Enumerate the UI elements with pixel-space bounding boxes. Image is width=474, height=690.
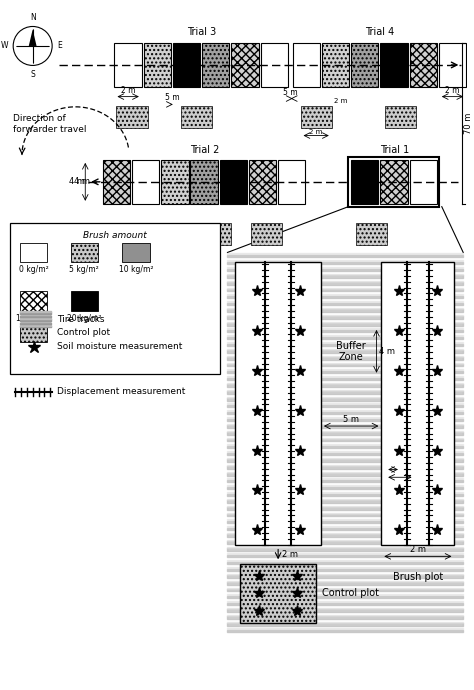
Bar: [112, 224, 144, 245]
Bar: [381, 160, 408, 204]
Bar: [385, 106, 417, 128]
Bar: [381, 43, 408, 87]
Bar: [132, 160, 159, 204]
Text: 70 m: 70 m: [464, 112, 473, 134]
Text: Soil moisture measurement: Soil moisture measurement: [57, 342, 182, 351]
Bar: [249, 160, 276, 204]
Bar: [117, 106, 147, 128]
Text: Trial 4: Trial 4: [365, 27, 394, 37]
Bar: [202, 43, 229, 87]
Bar: [261, 43, 288, 87]
Text: 5 m: 5 m: [343, 415, 359, 424]
Text: S: S: [30, 70, 35, 79]
Text: 4 m: 4 m: [69, 177, 85, 186]
Text: 5 kg/m²: 5 kg/m²: [69, 265, 99, 274]
Bar: [351, 160, 378, 204]
Text: W: W: [1, 41, 9, 50]
Bar: [439, 43, 466, 87]
Bar: [20, 291, 47, 311]
Bar: [144, 43, 171, 87]
Bar: [301, 106, 332, 128]
Text: 15 kg/m²: 15 kg/m²: [17, 314, 51, 323]
Text: Trial 3: Trial 3: [187, 27, 216, 37]
Bar: [348, 157, 439, 207]
Bar: [200, 224, 231, 245]
Text: 4 m: 4 m: [73, 177, 90, 186]
Bar: [410, 43, 437, 87]
Bar: [382, 262, 455, 544]
Text: 2 m: 2 m: [121, 86, 136, 95]
Text: Buffer
Zone: Buffer Zone: [337, 341, 366, 362]
Bar: [351, 43, 378, 87]
Text: Tire tracks: Tire tracks: [57, 315, 105, 324]
Text: 2 m: 2 m: [282, 550, 298, 559]
Bar: [240, 564, 316, 622]
Text: 10 kg/m²: 10 kg/m²: [118, 265, 153, 274]
Text: Direction of
forwarder travel: Direction of forwarder travel: [13, 114, 87, 134]
Text: Control plot: Control plot: [57, 328, 110, 337]
Text: Brush plot: Brush plot: [393, 572, 443, 582]
Bar: [219, 160, 247, 204]
Bar: [71, 243, 98, 262]
Bar: [161, 160, 189, 204]
Bar: [10, 224, 219, 374]
Text: Brush amount: Brush amount: [83, 231, 147, 240]
Text: Trial 2: Trial 2: [191, 145, 220, 155]
Text: Trial 1: Trial 1: [381, 145, 410, 155]
Bar: [191, 160, 218, 204]
Bar: [173, 43, 200, 87]
Bar: [322, 43, 349, 87]
Bar: [20, 323, 47, 342]
Text: Displacement measurement: Displacement measurement: [57, 387, 185, 396]
Bar: [235, 262, 321, 544]
Text: N: N: [30, 12, 36, 21]
Bar: [115, 43, 142, 87]
Bar: [71, 291, 98, 311]
Bar: [20, 243, 47, 262]
Text: 20 kg/m²: 20 kg/m²: [67, 314, 101, 323]
Bar: [103, 160, 130, 204]
Bar: [181, 106, 212, 128]
Text: 0.5 m: 0.5 m: [383, 466, 403, 471]
Text: 2 m: 2 m: [445, 86, 460, 95]
Polygon shape: [29, 30, 36, 46]
Text: 4 m: 4 m: [380, 347, 395, 356]
Bar: [231, 43, 259, 87]
Bar: [356, 224, 387, 245]
Text: 0 kg/m²: 0 kg/m²: [19, 265, 48, 274]
Bar: [410, 160, 437, 204]
Bar: [293, 43, 320, 87]
Bar: [278, 160, 305, 204]
Text: 2 m: 2 m: [410, 545, 426, 555]
Text: 5 m: 5 m: [164, 93, 179, 102]
Bar: [251, 224, 282, 245]
Text: 2 m: 2 m: [310, 128, 323, 135]
Text: 2 m: 2 m: [334, 99, 347, 104]
Text: E: E: [57, 41, 62, 50]
Text: 5 m: 5 m: [283, 88, 298, 97]
Bar: [122, 243, 150, 262]
Text: Control plot: Control plot: [322, 589, 379, 598]
Text: 1 m: 1 m: [411, 466, 425, 471]
